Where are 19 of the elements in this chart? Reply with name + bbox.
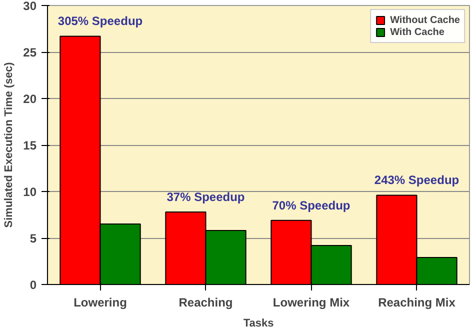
y-tick-label: 0 — [30, 278, 37, 292]
y-tick-label: 5 — [30, 232, 37, 246]
x-tick-label: Reaching — [178, 296, 233, 310]
y-tick-label: 15 — [23, 138, 37, 152]
legend-label: Without Cache — [390, 14, 460, 26]
legend-label: With Cache — [390, 26, 444, 38]
annotation: 305% Speedup — [58, 14, 143, 28]
x-axis-title: Tasks — [243, 318, 274, 330]
x-tick-label: Reaching Mix — [378, 296, 456, 310]
y-tick-label: 30 — [23, 0, 37, 13]
y-tick-label: 20 — [23, 92, 37, 106]
annotation: 37% Speedup — [166, 190, 245, 204]
annotation: 70% Speedup — [272, 198, 350, 212]
annotation: 243% Speedup — [374, 173, 460, 188]
x-tick-label: Lowering — [74, 296, 127, 310]
y-axis-title: Simulated Execution Time (sec) — [3, 62, 16, 228]
x-tick-label: Lowering Mix — [272, 296, 350, 310]
y-tick-label: 25 — [23, 46, 37, 60]
y-tick-label: 10 — [23, 185, 37, 199]
